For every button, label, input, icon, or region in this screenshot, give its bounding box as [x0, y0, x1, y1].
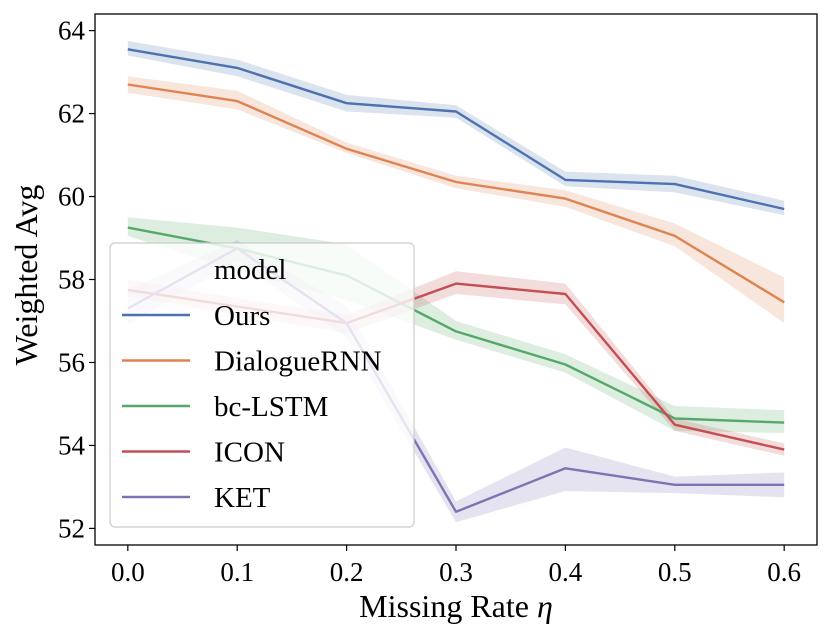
y-tick-label: 64 — [58, 16, 86, 46]
x-tick-label: 0.5 — [658, 557, 692, 587]
x-tick-label: 0.2 — [330, 557, 364, 587]
legend-label-ours: Ours — [214, 300, 270, 332]
y-tick-label: 58 — [58, 265, 85, 295]
legend: model Ours DialogueRNN bc-LSTM ICON KET — [109, 242, 415, 528]
y-tick-label: 54 — [58, 430, 86, 460]
x-tick-label: 0.1 — [220, 557, 254, 587]
y-axis: 52 54 56 58 60 62 64 — [58, 16, 95, 543]
legend-label-ket: KET — [214, 482, 271, 514]
x-axis: 0.0 0.1 0.2 0.3 0.4 0.5 0.6 — [111, 545, 801, 587]
x-axis-title: Missing Rate η — [359, 588, 553, 624]
legend-title: model — [214, 254, 287, 286]
x-tick-label: 0.3 — [439, 557, 473, 587]
y-tick-label: 56 — [58, 347, 85, 377]
legend-label-dialoguernn: DialogueRNN — [214, 346, 382, 378]
x-axis-title-text: Missing Rate — [359, 588, 529, 624]
series-line-dialoguernn — [127, 83, 785, 304]
x-tick-label: 0.6 — [767, 557, 801, 587]
x-axis-title-symbol: η — [537, 588, 553, 624]
y-tick-label: 60 — [58, 182, 85, 212]
y-axis-title: Weighted Avg — [8, 185, 44, 366]
y-tick-label: 62 — [58, 99, 85, 129]
legend-label-icon: ICON — [214, 437, 285, 469]
x-tick-label: 0.4 — [549, 557, 583, 587]
x-tick-label: 0.0 — [111, 557, 145, 587]
series-line-ours — [127, 48, 785, 211]
legend-label-bc-lstm: bc-LSTM — [214, 391, 328, 423]
confidence-band-dialoguernn — [127, 76, 785, 324]
y-tick-label: 52 — [58, 513, 85, 543]
